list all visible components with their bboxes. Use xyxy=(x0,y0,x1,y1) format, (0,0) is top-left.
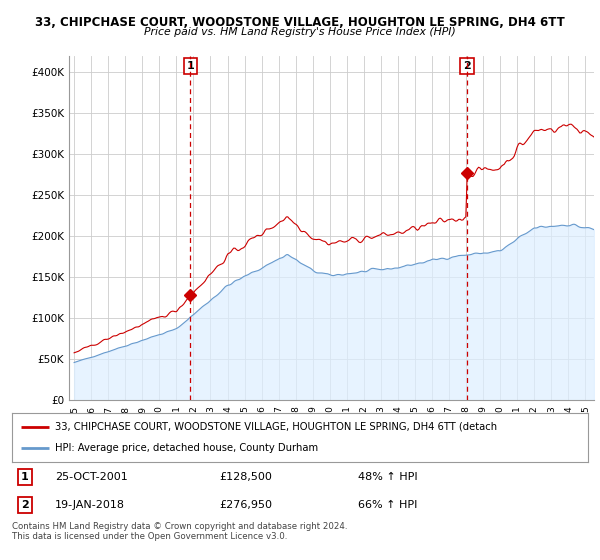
Text: £276,950: £276,950 xyxy=(220,500,272,510)
Text: 33, CHIPCHASE COURT, WOODSTONE VILLAGE, HOUGHTON LE SPRING, DH4 6TT: 33, CHIPCHASE COURT, WOODSTONE VILLAGE, … xyxy=(35,16,565,29)
Text: 48% ↑ HPI: 48% ↑ HPI xyxy=(358,472,417,482)
Text: 33, CHIPCHASE COURT, WOODSTONE VILLAGE, HOUGHTON LE SPRING, DH4 6TT (detach: 33, CHIPCHASE COURT, WOODSTONE VILLAGE, … xyxy=(55,422,497,432)
Text: 2: 2 xyxy=(463,61,471,71)
Text: 19-JAN-2018: 19-JAN-2018 xyxy=(55,500,125,510)
Text: 2: 2 xyxy=(21,500,29,510)
Text: 66% ↑ HPI: 66% ↑ HPI xyxy=(358,500,417,510)
Text: 1: 1 xyxy=(187,61,194,71)
Text: Price paid vs. HM Land Registry's House Price Index (HPI): Price paid vs. HM Land Registry's House … xyxy=(144,27,456,37)
Text: Contains HM Land Registry data © Crown copyright and database right 2024.
This d: Contains HM Land Registry data © Crown c… xyxy=(12,522,347,542)
Text: £128,500: £128,500 xyxy=(220,472,272,482)
Text: 1: 1 xyxy=(21,472,29,482)
Text: 25-OCT-2001: 25-OCT-2001 xyxy=(55,472,128,482)
Text: HPI: Average price, detached house, County Durham: HPI: Average price, detached house, Coun… xyxy=(55,443,319,453)
